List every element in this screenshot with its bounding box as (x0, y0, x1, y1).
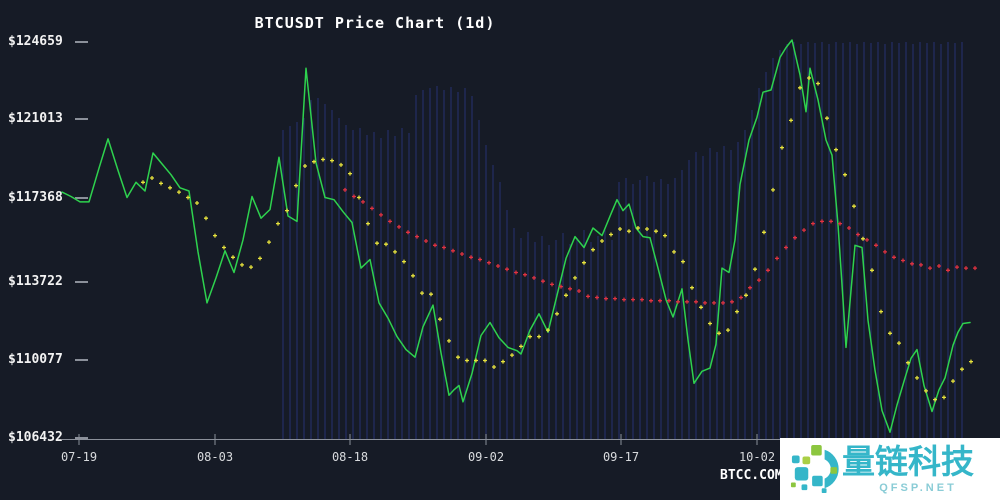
y-axis-label: $121013 (8, 111, 63, 126)
x-axis-label: 09-17 (602, 450, 640, 464)
watermark-panel: 量链科技 QFSP.NET (780, 438, 1000, 500)
y-axis-label: $110077 (8, 352, 63, 367)
y-axis-label: $113722 (8, 274, 63, 289)
x-axis-label: 10-02 (738, 450, 776, 464)
watermark-site-text: QFSP.NET (879, 482, 957, 494)
exchange-brand-text: BTCC.COM (720, 468, 783, 483)
x-axis-label: 08-18 (331, 450, 369, 464)
y-axis-label: $124659 (8, 34, 63, 49)
y-axis-label: $106432 (8, 430, 63, 445)
chart-title: BTCUSDT Price Chart (1d) (254, 14, 496, 32)
watermark-brand-text: 量链科技 (842, 442, 974, 481)
x-axis-label: 09-02 (467, 450, 505, 464)
x-axis-label: 07-19 (60, 450, 98, 464)
x-axis-label: 08-03 (196, 450, 234, 464)
y-axis-label: $117368 (8, 190, 63, 205)
watermark-logo-icon (790, 444, 839, 494)
